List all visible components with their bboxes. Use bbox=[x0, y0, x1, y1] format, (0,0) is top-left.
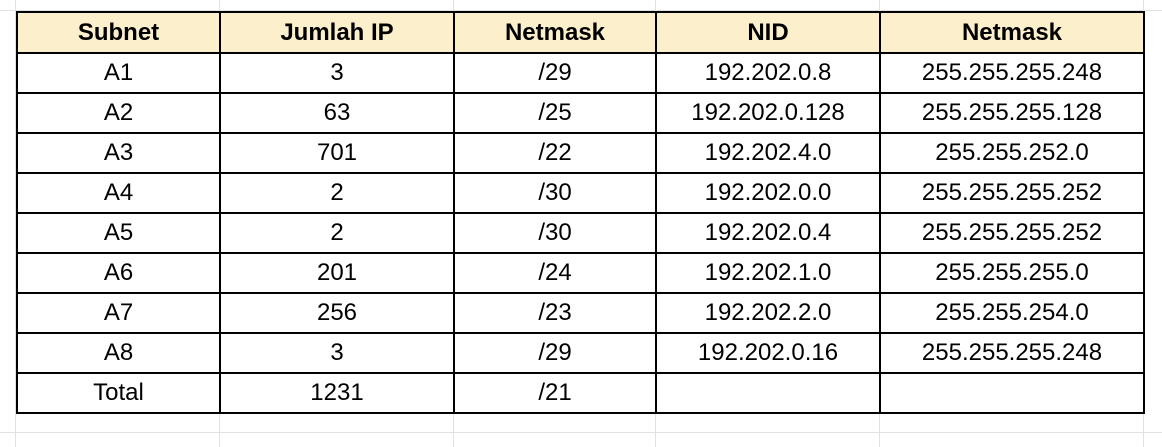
cell-netmask-prefix[interactable]: /24 bbox=[453, 252, 657, 294]
table-row: A8 3 /29 192.202.0.16 255.255.255.248 bbox=[16, 332, 1145, 374]
table-row: A2 63 /25 192.202.0.128 255.255.255.128 bbox=[16, 92, 1145, 134]
cell-netmask[interactable]: 255.255.254.0 bbox=[879, 292, 1145, 334]
cell-nid[interactable]: 192.202.4.0 bbox=[655, 132, 881, 174]
cell-nid[interactable]: 192.202.0.16 bbox=[655, 332, 881, 374]
cell-jumlah-ip[interactable]: 701 bbox=[219, 132, 455, 174]
header-netmask[interactable]: Netmask bbox=[879, 11, 1145, 54]
cell-netmask-prefix[interactable]: /23 bbox=[453, 292, 657, 334]
table-row: A4 2 /30 192.202.0.0 255.255.255.252 bbox=[16, 172, 1145, 214]
gridline bbox=[0, 10, 1162, 11]
cell-jumlah-ip[interactable]: 201 bbox=[219, 252, 455, 294]
header-subnet[interactable]: Subnet bbox=[16, 11, 221, 54]
gridline bbox=[0, 432, 1162, 433]
table-row: A7 256 /23 192.202.2.0 255.255.254.0 bbox=[16, 292, 1145, 334]
total-row: Total 1231 /21 bbox=[16, 372, 1145, 414]
cell-netmask-prefix[interactable]: /22 bbox=[453, 132, 657, 174]
cell-total-jumlah-ip[interactable]: 1231 bbox=[219, 372, 455, 414]
cell-subnet[interactable]: A7 bbox=[16, 292, 221, 334]
table-row: A3 701 /22 192.202.4.0 255.255.252.0 bbox=[16, 132, 1145, 174]
cell-nid[interactable]: 192.202.2.0 bbox=[655, 292, 881, 334]
cell-total-label[interactable]: Total bbox=[16, 372, 221, 414]
header-jumlah-ip[interactable]: Jumlah IP bbox=[219, 11, 455, 54]
cell-netmask-prefix[interactable]: /30 bbox=[453, 212, 657, 254]
cell-netmask-prefix[interactable]: /30 bbox=[453, 172, 657, 214]
cell-jumlah-ip[interactable]: 3 bbox=[219, 52, 455, 94]
table-row: A6 201 /24 192.202.1.0 255.255.255.0 bbox=[16, 252, 1145, 294]
cell-subnet[interactable]: A8 bbox=[16, 332, 221, 374]
cell-subnet[interactable]: A4 bbox=[16, 172, 221, 214]
cell-jumlah-ip[interactable]: 63 bbox=[219, 92, 455, 134]
cell-subnet[interactable]: A1 bbox=[16, 52, 221, 94]
cell-netmask[interactable]: 255.255.255.252 bbox=[879, 172, 1145, 214]
header-row: Subnet Jumlah IP Netmask NID Netmask bbox=[16, 11, 1145, 54]
gridline bbox=[15, 0, 16, 447]
cell-netmask[interactable]: 255.255.255.0 bbox=[879, 252, 1145, 294]
cell-netmask-prefix[interactable]: /29 bbox=[453, 332, 657, 374]
cell-nid[interactable]: 192.202.0.8 bbox=[655, 52, 881, 94]
cell-netmask-prefix[interactable]: /29 bbox=[453, 52, 657, 94]
cell-jumlah-ip[interactable]: 256 bbox=[219, 292, 455, 334]
cell-netmask[interactable]: 255.255.255.248 bbox=[879, 332, 1145, 374]
cell-total-netmask[interactable] bbox=[879, 372, 1145, 414]
cell-total-nid[interactable] bbox=[655, 372, 881, 414]
table-body: A1 3 /29 192.202.0.8 255.255.255.248 A2 … bbox=[16, 52, 1145, 414]
cell-subnet[interactable]: A5 bbox=[16, 212, 221, 254]
cell-netmask[interactable]: 255.255.252.0 bbox=[879, 132, 1145, 174]
cell-nid[interactable]: 192.202.0.128 bbox=[655, 92, 881, 134]
subnet-table: Subnet Jumlah IP Netmask NID Netmask A1 … bbox=[16, 11, 1145, 414]
cell-jumlah-ip[interactable]: 3 bbox=[219, 332, 455, 374]
cell-netmask[interactable]: 255.255.255.252 bbox=[879, 212, 1145, 254]
cell-netmask-prefix[interactable]: /25 bbox=[453, 92, 657, 134]
cell-subnet[interactable]: A6 bbox=[16, 252, 221, 294]
cell-jumlah-ip[interactable]: 2 bbox=[219, 172, 455, 214]
header-nid[interactable]: NID bbox=[655, 11, 881, 54]
cell-nid[interactable]: 192.202.1.0 bbox=[655, 252, 881, 294]
table-header: Subnet Jumlah IP Netmask NID Netmask bbox=[16, 11, 1145, 54]
cell-total-netmask-prefix[interactable]: /21 bbox=[453, 372, 657, 414]
cell-nid[interactable]: 192.202.0.0 bbox=[655, 172, 881, 214]
cell-nid[interactable]: 192.202.0.4 bbox=[655, 212, 881, 254]
header-netmask-prefix[interactable]: Netmask bbox=[453, 11, 657, 54]
cell-subnet[interactable]: A2 bbox=[16, 92, 221, 134]
cell-subnet[interactable]: A3 bbox=[16, 132, 221, 174]
table-row: A1 3 /29 192.202.0.8 255.255.255.248 bbox=[16, 52, 1145, 94]
cell-jumlah-ip[interactable]: 2 bbox=[219, 212, 455, 254]
table-row: A5 2 /30 192.202.0.4 255.255.255.252 bbox=[16, 212, 1145, 254]
cell-netmask[interactable]: 255.255.255.128 bbox=[879, 92, 1145, 134]
cell-netmask[interactable]: 255.255.255.248 bbox=[879, 52, 1145, 94]
